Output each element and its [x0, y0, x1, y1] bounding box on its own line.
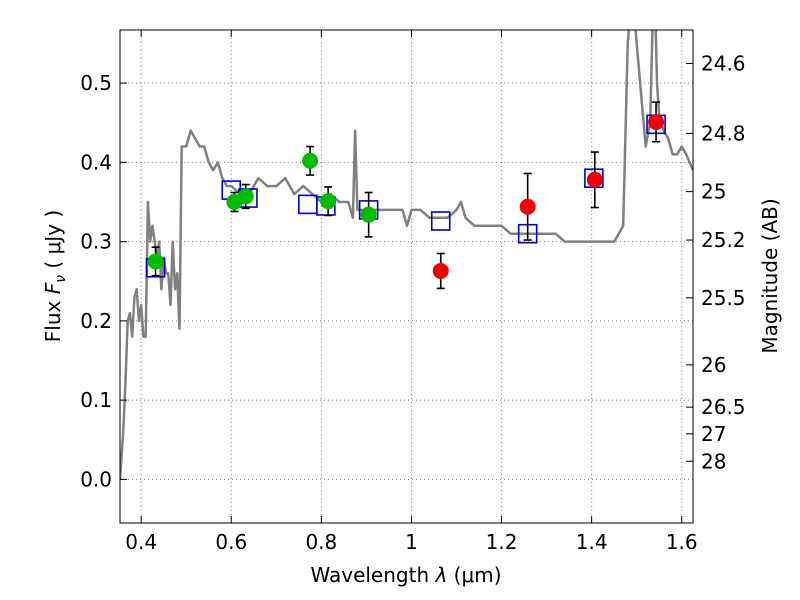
x-tick-label: 1.6 — [666, 530, 698, 554]
model-flux-square — [298, 194, 318, 215]
green-observed-point — [147, 253, 164, 270]
model-flux-square — [430, 211, 451, 231]
x-tick-label: 1.4 — [576, 530, 608, 554]
magnitude-tick-label: 26.5 — [701, 395, 746, 419]
magnitude-tick-label: 27 — [701, 422, 726, 446]
magnitude-tick-label: 28 — [701, 449, 726, 473]
magnitude-tick-label: 25.5 — [701, 286, 746, 310]
y-tick-label: 0.4 — [80, 150, 112, 174]
y-axis-label-subscript: ν — [53, 275, 69, 283]
red-observed-point — [519, 198, 536, 215]
plot-frame — [119, 29, 694, 524]
magnitude-tick-label: 25.2 — [701, 228, 746, 252]
sed-curve-layer — [120, 30, 693, 480]
x-tick-label: 0.8 — [305, 530, 337, 554]
red-observed-point — [586, 171, 603, 188]
x-axis-label: Wavelength λ (μm) — [310, 563, 501, 587]
x-axis-label-unit: (μm) — [447, 563, 501, 587]
green-observed-point — [360, 206, 377, 223]
y-tick-label: 0.2 — [80, 309, 112, 333]
red-observed-point — [432, 262, 449, 279]
y-axis-label-symbol: F — [41, 282, 65, 294]
x-axis-label-symbol: λ — [434, 563, 447, 587]
magnitude-tick-label: 24.6 — [701, 51, 746, 75]
y-axis-label-unit: ( μJy ) — [41, 210, 65, 275]
x-tick-label: 0.4 — [125, 530, 157, 554]
green-observed-point — [237, 188, 254, 205]
x-tick-label: 1.2 — [486, 530, 518, 554]
y-axis-label-prefix: Flux — [41, 294, 65, 342]
x-tick-label: 0.6 — [215, 530, 247, 554]
magnitude-tick-label: 24.8 — [701, 121, 746, 145]
y-tick-label: 0.0 — [80, 467, 112, 491]
observed-flux-layer — [147, 101, 665, 290]
y-axis-label: Flux Fν ( μJy ) — [41, 210, 69, 342]
red-observed-point — [648, 113, 665, 130]
grid-lines — [120, 30, 693, 523]
y-tick-label: 0.1 — [80, 388, 112, 412]
magnitude-axis-label: Magnitude (AB) — [758, 198, 782, 353]
green-observed-point — [302, 152, 319, 169]
green-observed-point — [320, 193, 337, 210]
y-tick-label: 0.3 — [80, 230, 112, 254]
magnitude-tick-label: 25 — [701, 180, 726, 204]
model-flux-layer — [145, 114, 666, 278]
x-axis-label-prefix: Wavelength — [310, 563, 435, 587]
axis-ticks: 0.4 0.6 0.8 1 1.2 1.4 1.6 0.0 0.1 0.2 0.3 0.4 0.5 24.… — [80, 30, 746, 554]
magnitude-tick-label: 26 — [701, 353, 726, 377]
sed-curve — [120, 30, 693, 480]
x-tick-label: 1 — [405, 530, 418, 554]
y-tick-label: 0.5 — [80, 71, 112, 95]
